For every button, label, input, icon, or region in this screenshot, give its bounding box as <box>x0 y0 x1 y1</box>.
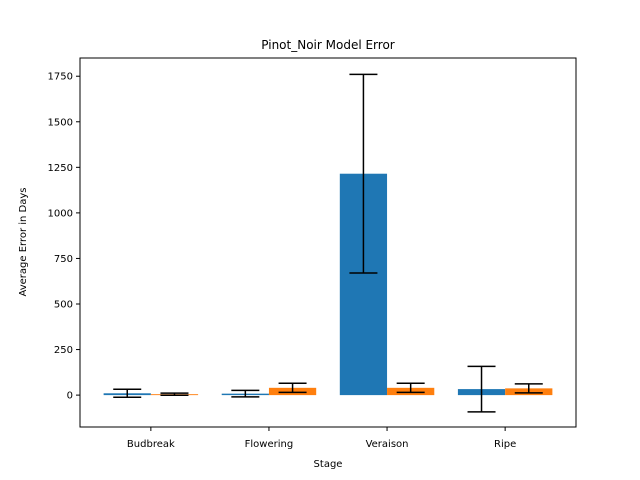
plot-frame <box>79 57 577 428</box>
x-tick-label: Flowering <box>245 439 294 450</box>
x-tick-label: Ripe <box>494 439 516 450</box>
y-tick-label: 500 <box>54 300 73 311</box>
y-tick-label: 250 <box>54 345 73 356</box>
x-axis-label: Stage <box>314 459 343 470</box>
bars-group <box>103 173 553 396</box>
y-axis-label: Average Error in Days <box>18 187 29 296</box>
x-axis: Budbreak Flowering Veraison Ripe <box>127 427 516 450</box>
x-tick-label: Veraison <box>366 439 409 450</box>
y-tick-label: 1250 <box>48 163 73 174</box>
chart-title: Pinot_Noir Model Error <box>261 38 395 52</box>
y-tick-label: 1750 <box>48 72 73 83</box>
x-tick-label: Budbreak <box>127 439 175 450</box>
y-axis: 0 250 500 750 1000 1250 1500 1750 <box>48 72 80 402</box>
y-tick-label: 1500 <box>48 117 73 128</box>
y-tick-label: 0 <box>67 391 73 402</box>
error-bars-group <box>113 73 543 413</box>
y-tick-label: 750 <box>54 254 73 265</box>
y-tick-label: 1000 <box>48 208 73 219</box>
